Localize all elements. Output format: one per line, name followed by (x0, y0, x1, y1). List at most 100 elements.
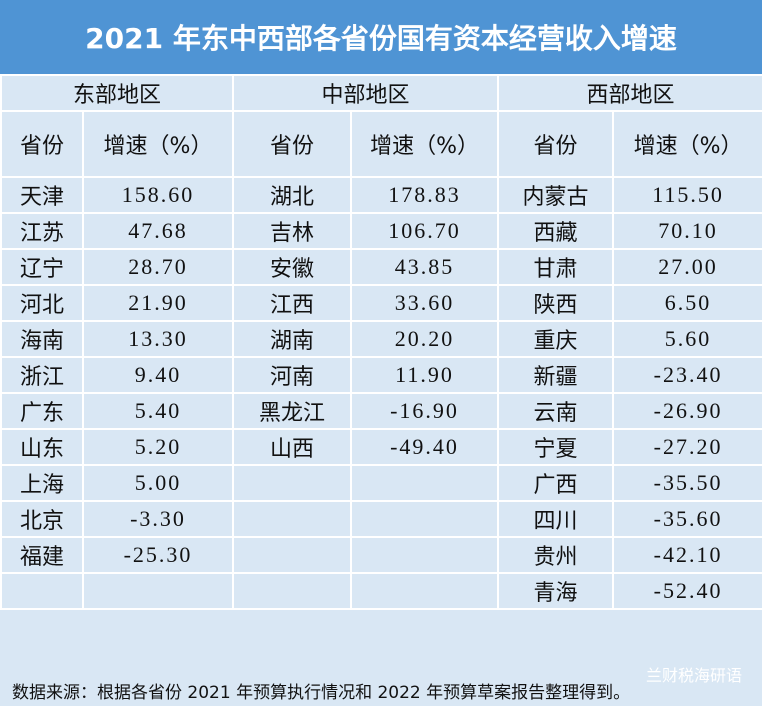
province-cell: 天津 (0, 176, 84, 214)
growth-cell: -27.20 (612, 428, 762, 466)
province-cell: 青海 (497, 572, 615, 610)
growth-cell: -35.50 (612, 464, 762, 502)
province-cell: 山西 (232, 428, 353, 466)
table-row: 青海 -52.40 (0, 572, 762, 610)
empty-cell (232, 572, 353, 610)
growth-cell: -3.30 (81, 500, 235, 538)
growth-cell: 158.60 (81, 176, 235, 214)
empty-cell (0, 572, 84, 610)
province-cell: 北京 (0, 500, 84, 538)
table-row: 广东 5.40 黑龙江 -16.90 云南 -26.90 (0, 392, 762, 430)
column-header: 增速（%） (350, 110, 500, 178)
empty-cell (350, 500, 500, 538)
province-cell: 吉林 (232, 212, 353, 250)
province-cell: 河南 (232, 356, 353, 394)
table-row: 福建 -25.30 贵州 -42.10 (0, 536, 762, 574)
table-row: 山东 5.20 山西 -49.40 宁夏 -27.20 (0, 428, 762, 466)
empty-cell (350, 464, 500, 502)
region-header: 中部地区 (232, 74, 500, 112)
growth-cell: 5.20 (81, 428, 235, 466)
province-cell: 湖北 (232, 176, 353, 214)
table-row: 辽宁 28.70 安徽 43.85 甘肃 27.00 (0, 248, 762, 286)
empty-cell (232, 500, 353, 538)
province-cell: 宁夏 (497, 428, 615, 466)
growth-cell: 5.40 (81, 392, 235, 430)
growth-cell: 28.70 (81, 248, 235, 286)
growth-cell: 9.40 (81, 356, 235, 394)
growth-cell: 11.90 (350, 356, 500, 394)
province-cell: 山东 (0, 428, 84, 466)
watermark: 兰财税海研语 (645, 666, 742, 685)
province-cell: 黑龙江 (232, 392, 353, 430)
province-cell: 西藏 (497, 212, 615, 250)
table-row: 海南 13.30 湖南 20.20 重庆 5.60 (0, 320, 762, 358)
province-cell: 福建 (0, 536, 84, 574)
province-cell: 海南 (0, 320, 84, 358)
growth-cell: -26.90 (612, 392, 762, 430)
growth-cell: 21.90 (81, 284, 235, 322)
empty-cell (232, 464, 353, 502)
table-row: 上海 5.00 广西 -35.50 (0, 464, 762, 502)
province-cell: 江苏 (0, 212, 84, 250)
table-row: 省份 增速（%） 省份 增速（%） 省份 增速（%） (0, 110, 762, 178)
province-cell: 贵州 (497, 536, 615, 574)
province-cell: 上海 (0, 464, 84, 502)
table-row: 东部地区 中部地区 西部地区 (0, 74, 762, 112)
table-row: 北京 -3.30 四川 -35.60 (0, 500, 762, 538)
province-cell: 湖南 (232, 320, 353, 358)
growth-cell: 178.83 (350, 176, 500, 214)
growth-cell: 47.68 (81, 212, 235, 250)
region-header: 西部地区 (497, 74, 762, 112)
growth-cell: -35.60 (612, 500, 762, 538)
growth-cell: -52.40 (612, 572, 762, 610)
growth-cell: 5.60 (612, 320, 762, 358)
growth-cell: -16.90 (350, 392, 500, 430)
province-cell: 云南 (497, 392, 615, 430)
growth-cell: 20.20 (350, 320, 500, 358)
growth-cell: -25.30 (81, 536, 235, 574)
province-cell: 四川 (497, 500, 615, 538)
growth-cell: 6.50 (612, 284, 762, 322)
province-cell: 辽宁 (0, 248, 84, 286)
province-cell: 江西 (232, 284, 353, 322)
empty-cell (350, 536, 500, 574)
growth-cell: 27.00 (612, 248, 762, 286)
table-row: 河北 21.90 江西 33.60 陕西 6.50 (0, 284, 762, 322)
column-header: 增速（%） (81, 110, 235, 178)
growth-cell: 115.50 (612, 176, 762, 214)
table-row: 天津 158.60 湖北 178.83 内蒙古 115.50 (0, 176, 762, 214)
province-cell: 安徽 (232, 248, 353, 286)
province-cell: 广西 (497, 464, 615, 502)
column-header: 省份 (497, 110, 615, 178)
province-cell: 河北 (0, 284, 84, 322)
empty-cell (350, 572, 500, 610)
province-cell: 广东 (0, 392, 84, 430)
data-table: 东部地区 中部地区 西部地区 省份 增速（%） 省份 增速（%） 省份 增速（%） 天津 158.6… (0, 74, 762, 610)
province-cell: 陕西 (497, 284, 615, 322)
province-cell: 重庆 (497, 320, 615, 358)
growth-cell: -23.40 (612, 356, 762, 394)
province-cell: 甘肃 (497, 248, 615, 286)
empty-cell (81, 572, 235, 610)
province-cell: 内蒙古 (497, 176, 615, 214)
growth-cell: 43.85 (350, 248, 500, 286)
source-note: 数据来源：根据各省份 2021 年预算执行情况和 2022 年预算草案报告整理得… (12, 683, 631, 703)
growth-cell: 13.30 (81, 320, 235, 358)
growth-cell: 5.00 (81, 464, 235, 502)
growth-cell: 70.10 (612, 212, 762, 250)
province-cell: 新疆 (497, 356, 615, 394)
title: 2021 年东中西部各省份国有资本经营收入增速 (0, 0, 762, 74)
column-header: 增速（%） (612, 110, 762, 178)
growth-cell: -42.10 (612, 536, 762, 574)
region-header: 东部地区 (0, 74, 235, 112)
empty-cell (232, 536, 353, 574)
table-row: 浙江 9.40 河南 11.90 新疆 -23.40 (0, 356, 762, 394)
growth-cell: 106.70 (350, 212, 500, 250)
column-header: 省份 (0, 110, 84, 178)
column-header: 省份 (232, 110, 353, 178)
province-cell: 浙江 (0, 356, 84, 394)
growth-cell: -49.40 (350, 428, 500, 466)
growth-cell: 33.60 (350, 284, 500, 322)
table-row: 江苏 47.68 吉林 106.70 西藏 70.10 (0, 212, 762, 250)
